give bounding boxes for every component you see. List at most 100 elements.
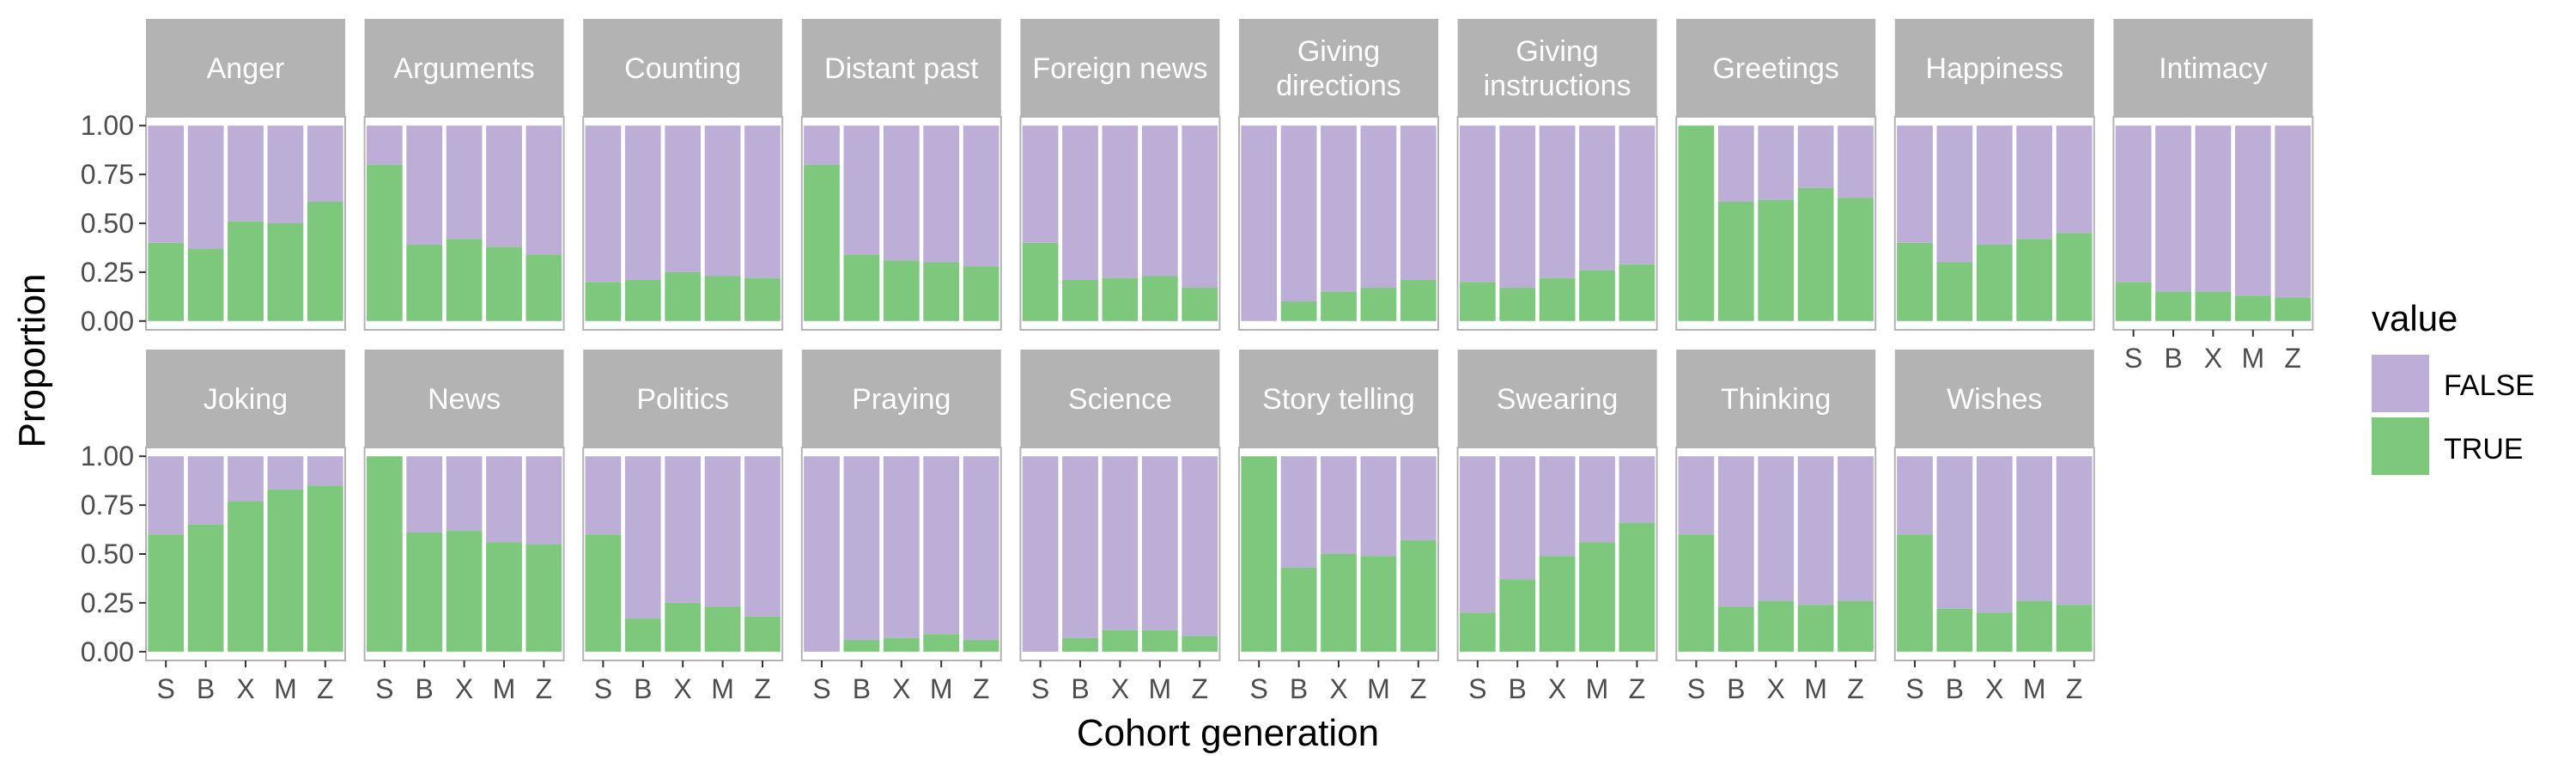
bar-true-x bbox=[883, 637, 920, 652]
bar-true-s bbox=[1022, 242, 1059, 321]
bar-true-s bbox=[366, 456, 403, 652]
x-tick-label: M bbox=[711, 673, 734, 704]
x-tick-label: S bbox=[1905, 673, 1923, 704]
x-tick-label: S bbox=[1250, 673, 1268, 704]
bar-false-s bbox=[1897, 456, 1933, 535]
y-tick-label: 0.00 bbox=[81, 636, 134, 667]
bar-false-s bbox=[804, 125, 840, 165]
bar-false-z bbox=[1182, 456, 1218, 636]
x-tick-label: S bbox=[1687, 673, 1705, 704]
bar-false-z bbox=[2275, 125, 2312, 298]
bar-false-z bbox=[963, 456, 999, 641]
x-tick-label: X bbox=[455, 673, 473, 704]
bar-true-x bbox=[1976, 245, 2013, 321]
facet-strip bbox=[1239, 350, 1438, 447]
bar-false-m bbox=[2016, 456, 2053, 601]
bar-false-m bbox=[267, 456, 304, 490]
x-tick-label: B bbox=[853, 673, 871, 704]
bar-false-z bbox=[1619, 125, 1656, 265]
x-tick-label: X bbox=[892, 673, 910, 704]
bar-false-s bbox=[804, 456, 840, 652]
bar-true-m bbox=[704, 606, 741, 652]
x-tick-label: B bbox=[1290, 673, 1308, 704]
bar-true-b bbox=[1280, 301, 1317, 321]
facet-strip-label: Distant past bbox=[824, 52, 979, 85]
bar-true-s bbox=[148, 534, 185, 652]
x-tick-label: Z bbox=[1847, 673, 1864, 704]
panel-border bbox=[1238, 116, 1439, 331]
bar-false-b bbox=[1062, 125, 1098, 280]
x-tick-label: M bbox=[930, 673, 953, 704]
bar-false-x bbox=[228, 456, 264, 502]
legend-label-true: TRUE bbox=[2444, 433, 2524, 466]
bar-true-z bbox=[744, 616, 781, 652]
x-tick-label: M bbox=[493, 673, 516, 704]
x-axis-title: Cohort generation bbox=[1077, 712, 1379, 754]
x-tick-label: Z bbox=[754, 673, 771, 704]
facet-panel-swearing: Swearing S B X M Z bbox=[1456, 350, 1658, 704]
bar-true-z bbox=[526, 254, 562, 321]
bar-true-x bbox=[1539, 277, 1576, 321]
bar-false-x bbox=[1758, 125, 1795, 200]
facet-strip-label: Counting bbox=[624, 52, 741, 85]
bar-false-s bbox=[1897, 125, 1933, 243]
x-tick-label: Z bbox=[1410, 673, 1427, 704]
bar-false-z bbox=[526, 125, 562, 255]
facet-panel-news: News S B X M Z bbox=[363, 350, 565, 704]
x-tick-label: S bbox=[1031, 673, 1049, 704]
bar-false-x bbox=[1539, 125, 1576, 278]
bar-false-z bbox=[1400, 456, 1437, 541]
facet-strip bbox=[364, 19, 564, 117]
y-tick-label: 0.75 bbox=[81, 490, 134, 520]
bar-true-z bbox=[1619, 522, 1656, 652]
bar-false-s bbox=[1678, 456, 1715, 535]
bar-false-s bbox=[1459, 456, 1496, 613]
bar-true-z bbox=[1838, 600, 1874, 652]
x-tick-label: S bbox=[375, 673, 393, 704]
bar-true-x bbox=[1539, 556, 1576, 652]
bar-true-s bbox=[1897, 242, 1933, 321]
bar-false-b bbox=[843, 125, 880, 255]
bar-false-x bbox=[1539, 456, 1576, 557]
bar-true-b bbox=[187, 248, 224, 321]
x-tick-label: M bbox=[1804, 673, 1827, 704]
bar-true-s bbox=[148, 242, 185, 321]
bar-false-z bbox=[307, 456, 343, 486]
bar-true-b bbox=[1280, 567, 1317, 652]
facet-strip-label: Arguments bbox=[393, 52, 534, 85]
bar-true-m bbox=[923, 262, 960, 321]
bar-true-x bbox=[1321, 291, 1357, 321]
bar-true-z bbox=[744, 277, 781, 321]
bar-false-s bbox=[1459, 125, 1496, 283]
bar-false-b bbox=[1280, 125, 1317, 302]
x-tick-label: M bbox=[1586, 673, 1609, 704]
facet-strip bbox=[146, 19, 345, 117]
facet-strip bbox=[1239, 19, 1438, 117]
x-tick-label: B bbox=[2164, 343, 2182, 374]
bar-true-s bbox=[1678, 125, 1715, 321]
bar-false-z bbox=[1182, 125, 1218, 289]
facet-panel-happiness: Happiness bbox=[1893, 19, 2095, 331]
bar-false-m bbox=[1360, 456, 1397, 557]
x-tick-label: M bbox=[2023, 673, 2046, 704]
bar-false-b bbox=[2155, 125, 2191, 292]
bar-true-z bbox=[1838, 198, 1874, 321]
facet-strip-label: Swearing bbox=[1497, 383, 1619, 416]
y-tick-label: 0.50 bbox=[81, 208, 134, 239]
facet-panel-politics: Politics S B X M Z bbox=[582, 350, 784, 704]
bar-true-x bbox=[1758, 199, 1795, 321]
bar-true-z bbox=[1182, 636, 1218, 652]
x-tick-label: M bbox=[1367, 673, 1390, 704]
bar-true-x bbox=[665, 271, 702, 321]
facet-strip bbox=[1894, 19, 2094, 117]
panel-border bbox=[800, 116, 1002, 331]
facet-strip bbox=[1457, 19, 1657, 117]
bar-false-x bbox=[2195, 125, 2232, 292]
bar-true-s bbox=[1897, 534, 1933, 652]
bar-true-m bbox=[923, 634, 960, 652]
facet-strip bbox=[364, 350, 564, 447]
bar-true-z bbox=[2056, 605, 2093, 652]
bar-true-b bbox=[1936, 262, 1973, 321]
